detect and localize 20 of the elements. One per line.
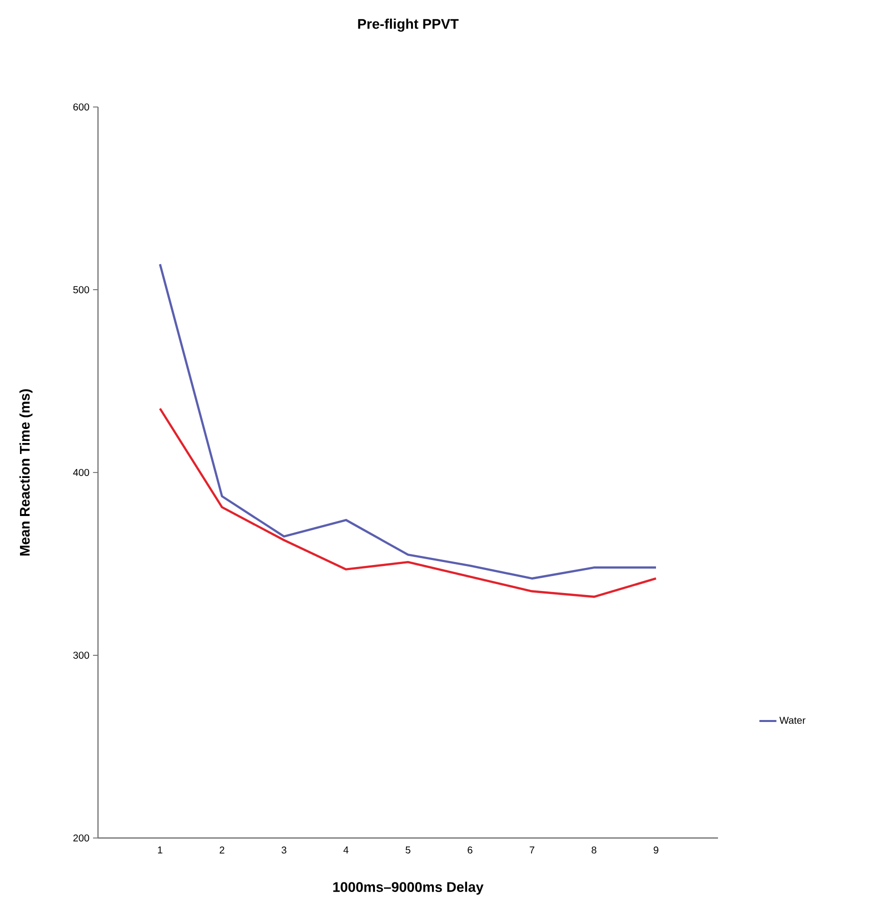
- legend-label: Water: [779, 716, 806, 724]
- x-tick-label: 4: [343, 846, 348, 854]
- y-tick-label: 500: [73, 286, 90, 294]
- line-series: [158, 263, 658, 580]
- y-axis-title: Mean Reaction Time (ms): [19, 389, 32, 556]
- x-tick-label: 3: [282, 846, 286, 854]
- x-tick-label: 9: [654, 846, 658, 854]
- x-tick-label: 6: [468, 846, 472, 854]
- x-tick-label: 5: [406, 846, 410, 854]
- y-tick-label: 200: [73, 834, 90, 842]
- y-tick-label: 300: [73, 652, 90, 659]
- x-axis-title: 1000ms–9000ms Delay: [333, 882, 484, 895]
- x-tick-label: 1: [158, 846, 162, 854]
- y-tick-label: 600: [73, 103, 90, 111]
- y-tick-label: 400: [73, 468, 90, 476]
- line-series: [158, 407, 658, 598]
- chart-title: Pre-flight PPVT: [358, 18, 459, 32]
- x-tick-label: 8: [592, 846, 596, 854]
- x-tick-label: 7: [530, 846, 534, 854]
- x-tick-label: 2: [220, 846, 224, 854]
